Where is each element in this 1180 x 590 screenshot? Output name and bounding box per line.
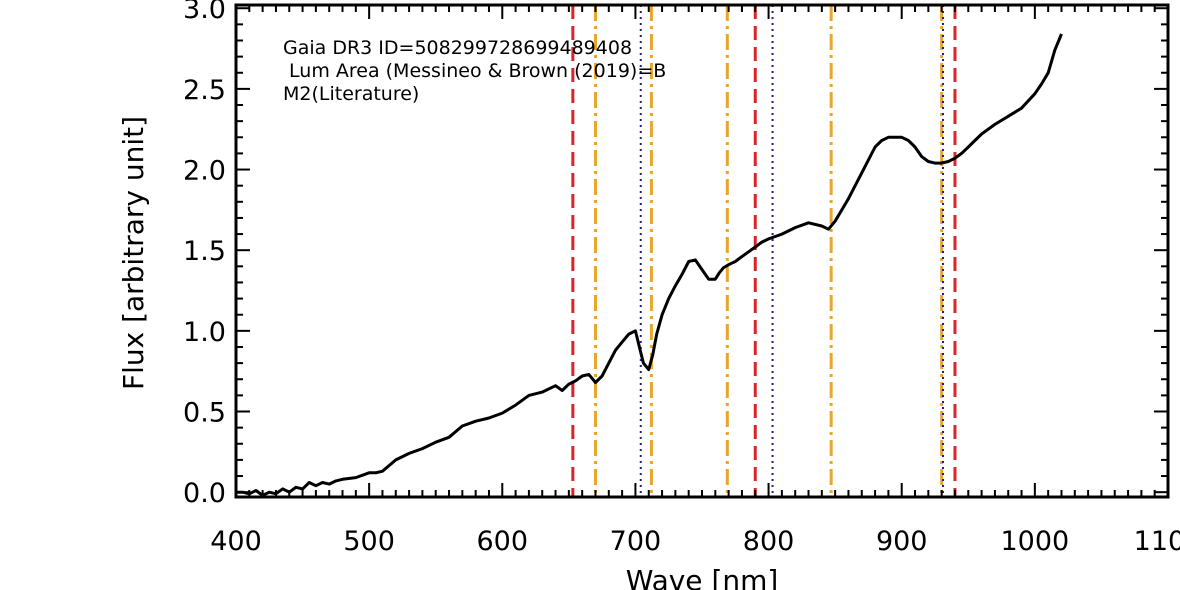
y-tick-label: 2.0 [183,156,226,187]
series-layer [236,33,1063,497]
y-tick-label: 0.0 [183,478,226,509]
x-tick-label: 500 [343,526,395,557]
tick-marks [235,5,1169,497]
y-tick-label: 3.0 [183,0,226,25]
y-tick-label: 1.0 [183,317,226,348]
spectrum-line-0 [236,33,1063,497]
vertical-reference-lines [571,5,957,497]
annotation-gaia-id: Gaia DR3 ID=5082997286994894​08 [283,37,632,59]
x-axis-title: Wave [nm] [626,564,779,590]
y-tick-label: 2.5 [183,75,226,106]
y-tick-labels: 0.0 0.5 1.0 1.5 2.0 2.5 3.0 [183,0,226,509]
x-tick-label: 600 [477,526,529,557]
x-tick-label: 800 [743,526,795,557]
x-tick-label: 700 [610,526,662,557]
x-tick-label: 900 [876,526,928,557]
annotation-lum-area: Lum Area (Messineo & Brown (2019)=B [283,60,666,82]
y-axis-title: Flux [arbitrary unit] [117,116,150,390]
x-tick-label: 400 [210,526,262,557]
y-tick-label: 1.5 [183,236,226,267]
x-tick-label: 1000 [1000,526,1069,557]
y-tick-label: 0.5 [183,398,226,429]
annotation-spectral-type: M2(Literature) [283,83,419,105]
